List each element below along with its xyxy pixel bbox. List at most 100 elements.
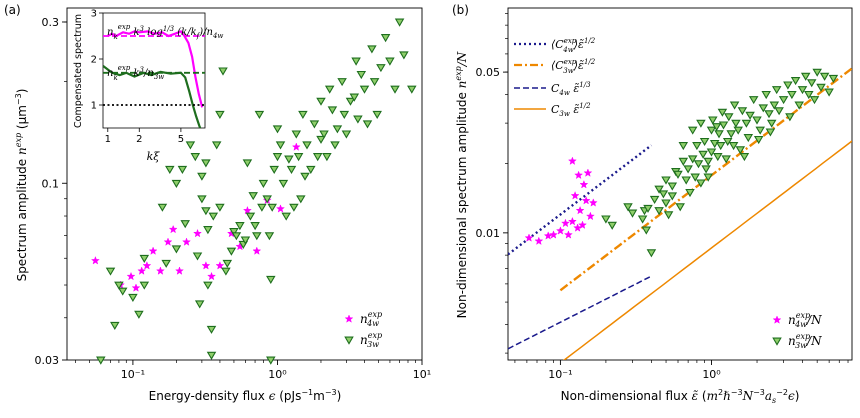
- point-n3w: [330, 141, 340, 150]
- legend-text-C4w-theory: C4w ε̃1/3: [551, 81, 591, 97]
- point-n3w-b: [785, 113, 795, 122]
- panel-b-xlabel: Non-dimensional flux ε̃ (m2ℏ−3N−3as−2ϵ): [561, 388, 800, 405]
- point-n3w-b: [737, 107, 748, 116]
- point-n4w: [155, 266, 165, 275]
- point-n3w: [286, 165, 297, 174]
- point-n3w: [385, 57, 395, 66]
- point-n3w-b: [743, 134, 754, 143]
- point-n3w: [222, 259, 233, 268]
- point-n3w: [96, 356, 106, 365]
- point-n3w: [117, 287, 128, 296]
- point-n4w-b: [534, 236, 544, 245]
- point-n3w: [272, 153, 283, 162]
- point-n3w-b: [765, 128, 776, 137]
- panel-b-label: (b): [452, 3, 469, 17]
- point-n3w-b: [739, 153, 750, 162]
- point-n4w-b: [567, 156, 577, 165]
- point-n3w: [284, 155, 294, 164]
- point-n3w: [349, 93, 360, 102]
- legend-marker-n4w-b: [772, 315, 782, 324]
- point-n4w-b: [585, 211, 595, 221]
- legend-marker-n4w: [344, 314, 354, 323]
- legend-label-n3w: nexp 3w: [360, 331, 382, 349]
- point-n3w: [185, 141, 196, 150]
- point-n3w: [206, 325, 217, 334]
- point-n3w: [359, 85, 370, 94]
- point-n4w-b: [543, 231, 553, 240]
- point-n3w-b: [787, 90, 797, 100]
- point-n3w-b: [828, 74, 839, 83]
- fit-line-C3w-theory: [563, 140, 852, 360]
- point-n3w: [201, 159, 211, 168]
- point-n4w: [182, 237, 191, 246]
- point-n3w: [203, 281, 213, 290]
- point-n3w: [399, 51, 409, 60]
- point-n4w: [126, 271, 136, 281]
- inset-frame: [102, 12, 206, 129]
- point-n3w: [165, 165, 175, 174]
- point-n3w-b: [761, 90, 771, 100]
- inset-line-3w-compensated: [103, 65, 202, 128]
- inset-xlabel: kξ: [147, 150, 161, 163]
- point-n3w: [332, 125, 343, 134]
- inset-annotation-4w: nkexp k3 log1/3 (k/kf)/n4w: [107, 23, 223, 41]
- a-xtick-label: 10⁻¹: [121, 368, 145, 381]
- point-n3w-b: [696, 119, 706, 128]
- point-n3w: [240, 236, 251, 245]
- legend-marker-n4w-shape: [344, 314, 354, 323]
- point-n3w: [362, 120, 373, 129]
- panel-b-line-legend: ⟨Cexp 4w⟩ε̃1/2 ⟨Cexp 3w⟩ε̃1/2 C4w ε̃1/3 C3…: [514, 37, 596, 118]
- point-n3w-b: [692, 142, 702, 151]
- point-n3w-b: [748, 96, 759, 105]
- point-n3w: [161, 259, 171, 268]
- point-n3w: [229, 228, 239, 237]
- panel-a-xlabel: Energy-density flux ϵ (pJs−1m−3): [149, 388, 342, 403]
- point-n3w: [275, 141, 286, 150]
- point-n3w: [252, 232, 262, 241]
- point-n3w: [221, 267, 231, 276]
- point-n3w-b: [812, 68, 822, 77]
- inset-line-4w-compensated: [107, 30, 204, 108]
- point-n3w: [337, 78, 347, 87]
- point-n3w: [215, 203, 225, 212]
- point-n3w-b: [753, 135, 764, 145]
- point-n3w: [128, 293, 138, 302]
- point-n3w-b: [741, 119, 752, 128]
- point-n3w-b: [778, 96, 789, 105]
- point-n3w: [197, 195, 207, 204]
- a-xtick-label: 10⁰: [268, 368, 287, 381]
- point-n3w-b: [601, 215, 611, 224]
- point-n3w: [353, 115, 363, 124]
- point-n3w-b: [735, 146, 746, 155]
- point-n4w-b: [563, 230, 573, 239]
- point-n3w: [327, 106, 338, 115]
- point-n3w: [180, 220, 190, 229]
- point-n3w-b: [646, 249, 657, 258]
- point-n3w-b: [701, 165, 711, 174]
- point-n3w-b: [758, 104, 769, 113]
- point-n3w-b: [654, 207, 664, 216]
- point-n4w-b: [574, 170, 584, 180]
- point-n3w: [192, 252, 203, 261]
- point-n3w-b: [790, 77, 801, 86]
- point-n3w: [367, 45, 377, 54]
- point-n3w: [319, 130, 329, 139]
- point-n3w-b: [729, 101, 740, 110]
- point-n3w-b: [731, 119, 741, 128]
- point-n3w: [231, 232, 242, 241]
- point-n3w-b: [797, 86, 808, 95]
- point-n4w-b: [579, 180, 589, 189]
- b-xtick-label: 10⁰: [702, 368, 721, 381]
- point-n3w: [278, 179, 289, 188]
- point-n3w: [302, 141, 312, 150]
- point-n3w: [394, 18, 405, 27]
- point-n3w: [134, 310, 144, 319]
- point-n4w: [174, 266, 185, 275]
- legend-label-n4w: nexp 4w: [360, 310, 382, 328]
- point-n3w-b: [623, 203, 633, 212]
- point-n3w: [298, 110, 308, 119]
- point-n3w: [208, 212, 219, 221]
- point-n3w-b: [703, 157, 713, 166]
- point-n3w: [300, 172, 310, 181]
- point-n3w-b: [658, 190, 669, 199]
